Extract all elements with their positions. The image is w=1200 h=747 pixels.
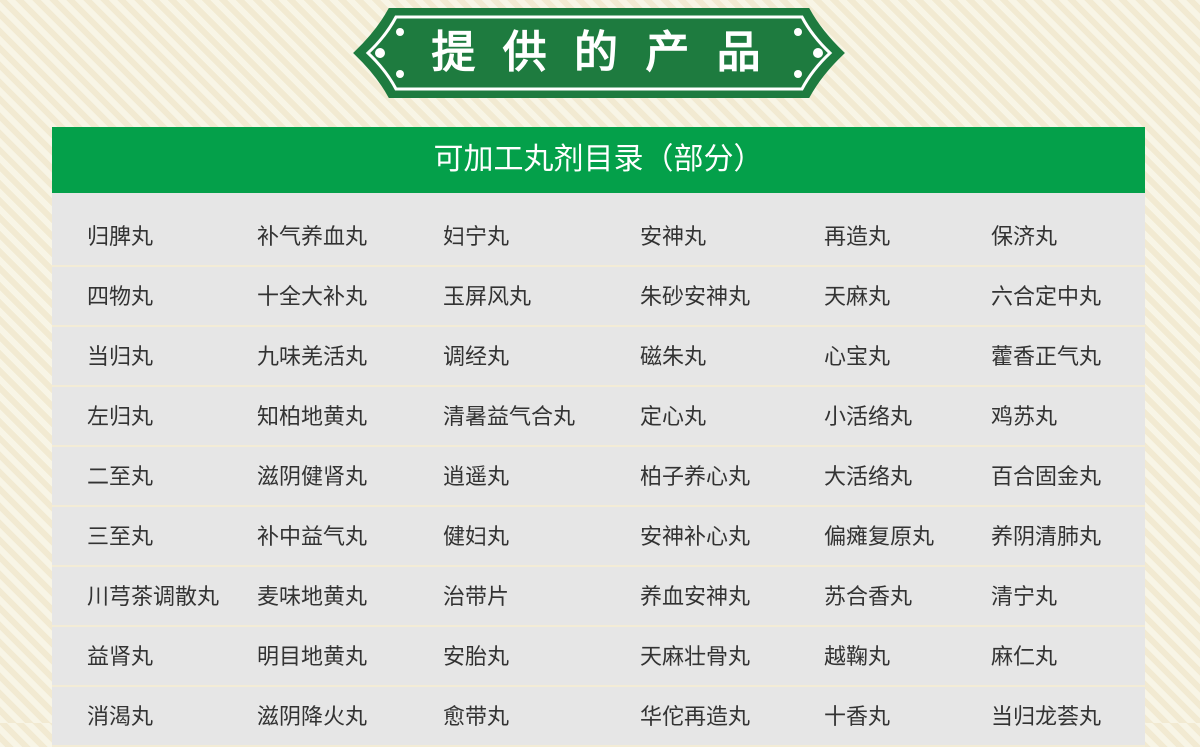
table-cell: 鸡苏丸 bbox=[991, 405, 1058, 430]
banner-title: 提 供 的 产 品 bbox=[431, 27, 767, 78]
table-cell: 治带片 bbox=[443, 585, 510, 610]
table-cell: 玉屏风丸 bbox=[443, 285, 532, 310]
table-cell: 天麻丸 bbox=[824, 285, 891, 310]
banner bbox=[353, 8, 845, 98]
table-cell: 健妇丸 bbox=[443, 525, 510, 550]
table-cell: 六合定中丸 bbox=[991, 285, 1102, 310]
table-cell: 归脾丸 bbox=[87, 225, 154, 250]
table-row: 左归丸 知柏地黄丸 清暑益气合丸 定心丸 小活络丸 鸡苏丸 bbox=[52, 387, 1145, 447]
table-cell: 养阴清肺丸 bbox=[991, 525, 1102, 550]
table-cell: 小活络丸 bbox=[824, 405, 913, 430]
table-cell: 越鞠丸 bbox=[824, 645, 891, 670]
table-cell: 消渴丸 bbox=[87, 705, 154, 730]
table-cell: 华佗再造丸 bbox=[640, 705, 751, 730]
table-cell: 左归丸 bbox=[87, 405, 154, 430]
table-title: 可加工丸剂目录（部分） bbox=[52, 127, 1145, 193]
table-cell: 明目地黄丸 bbox=[257, 645, 368, 670]
table-cell: 养血安神丸 bbox=[640, 585, 751, 610]
table-cell: 补中益气丸 bbox=[257, 525, 368, 550]
table-row: 川芎茶调散丸 麦味地黄丸 治带片 养血安神丸 苏合香丸 清宁丸 bbox=[52, 567, 1145, 627]
table-cell: 心宝丸 bbox=[824, 345, 891, 370]
table-row: 归脾丸 补气养血丸 妇宁丸 安神丸 再造丸 保济丸 bbox=[52, 193, 1145, 267]
table-cell: 补气养血丸 bbox=[257, 225, 368, 250]
table-cell: 麻仁丸 bbox=[991, 645, 1058, 670]
table-row: 当归丸 九味羌活丸 调经丸 磁朱丸 心宝丸 藿香正气丸 bbox=[52, 327, 1145, 387]
table-cell: 朱砂安神丸 bbox=[640, 285, 751, 310]
table-cell: 定心丸 bbox=[640, 405, 707, 430]
table-row: 消渴丸 滋阴降火丸 愈带丸 华佗再造丸 十香丸 当归龙荟丸 bbox=[52, 687, 1145, 747]
table-cell: 二至丸 bbox=[87, 465, 154, 490]
table-cell: 安神补心丸 bbox=[640, 525, 751, 550]
table-cell: 滋阴健肾丸 bbox=[257, 465, 368, 490]
table-cell: 安胎丸 bbox=[443, 645, 510, 670]
table-row: 三至丸 补中益气丸 健妇丸 安神补心丸 偏瘫复原丸 养阴清肺丸 bbox=[52, 507, 1145, 567]
table-cell: 九味羌活丸 bbox=[257, 345, 368, 370]
table-row: 四物丸 十全大补丸 玉屏风丸 朱砂安神丸 天麻丸 六合定中丸 bbox=[52, 267, 1145, 327]
table-cell: 柏子养心丸 bbox=[640, 465, 751, 490]
table-cell: 当归龙荟丸 bbox=[991, 705, 1102, 730]
table-row: 二至丸 滋阴健肾丸 逍遥丸 柏子养心丸 大活络丸 百合固金丸 bbox=[52, 447, 1145, 507]
table-cell: 藿香正气丸 bbox=[991, 345, 1102, 370]
table-cell: 调经丸 bbox=[443, 345, 510, 370]
table-cell: 清宁丸 bbox=[991, 585, 1058, 610]
product-table: 可加工丸剂目录（部分） 归脾丸 补气养血丸 妇宁丸 安神丸 再造丸 保济丸四物丸 十全大补丸… bbox=[52, 127, 1145, 747]
table-cell: 知柏地黄丸 bbox=[257, 405, 368, 430]
table-cell: 滋阴降火丸 bbox=[257, 705, 368, 730]
table-cell: 当归丸 bbox=[87, 345, 154, 370]
table-row: 益肾丸 明目地黄丸 安胎丸 天麻壮骨丸 越鞠丸 麻仁丸 bbox=[52, 627, 1145, 687]
table-cell: 再造丸 bbox=[824, 225, 891, 250]
table-cell: 苏合香丸 bbox=[824, 585, 913, 610]
table-cell: 妇宁丸 bbox=[443, 225, 510, 250]
table-cell: 偏瘫复原丸 bbox=[824, 525, 935, 550]
table-cell: 川芎茶调散丸 bbox=[87, 585, 220, 610]
table-cell: 益肾丸 bbox=[87, 645, 154, 670]
table-cell: 十香丸 bbox=[824, 705, 891, 730]
table-cell: 三至丸 bbox=[87, 525, 154, 550]
table-cell: 逍遥丸 bbox=[443, 465, 510, 490]
table-cell: 大活络丸 bbox=[824, 465, 913, 490]
table-cell: 安神丸 bbox=[640, 225, 707, 250]
table-cell: 磁朱丸 bbox=[640, 345, 707, 370]
table-cell: 保济丸 bbox=[991, 225, 1058, 250]
table-cell: 天麻壮骨丸 bbox=[640, 645, 751, 670]
table-cell: 百合固金丸 bbox=[991, 465, 1102, 490]
table-cell: 愈带丸 bbox=[443, 705, 510, 730]
table-cell: 麦味地黄丸 bbox=[257, 585, 368, 610]
table-cell: 四物丸 bbox=[87, 285, 154, 310]
table-cell: 清暑益气合丸 bbox=[443, 405, 576, 430]
table-cell: 十全大补丸 bbox=[257, 285, 368, 310]
